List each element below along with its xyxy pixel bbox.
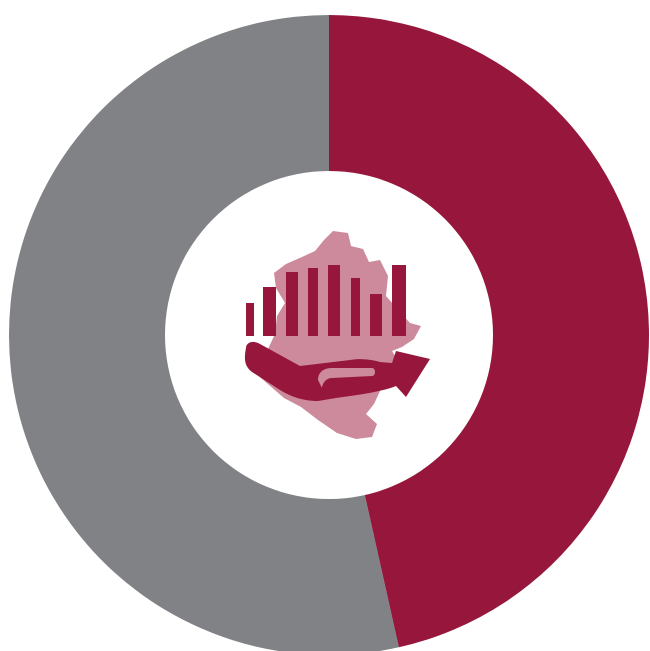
hand-thumb-line bbox=[318, 368, 375, 388]
icon-bar bbox=[392, 265, 406, 336]
icon-bar bbox=[286, 272, 298, 336]
icon-bar bbox=[263, 287, 276, 336]
icon-bar bbox=[351, 278, 360, 336]
open-hand-glyph bbox=[244, 341, 430, 401]
icon-bar bbox=[246, 303, 254, 336]
icon-bar bbox=[370, 294, 382, 336]
icon-bar bbox=[308, 268, 318, 336]
bar-chart-glyph bbox=[246, 265, 406, 336]
icon-bar bbox=[328, 265, 340, 336]
region-map-hand-bar-chart-icon bbox=[244, 231, 430, 439]
